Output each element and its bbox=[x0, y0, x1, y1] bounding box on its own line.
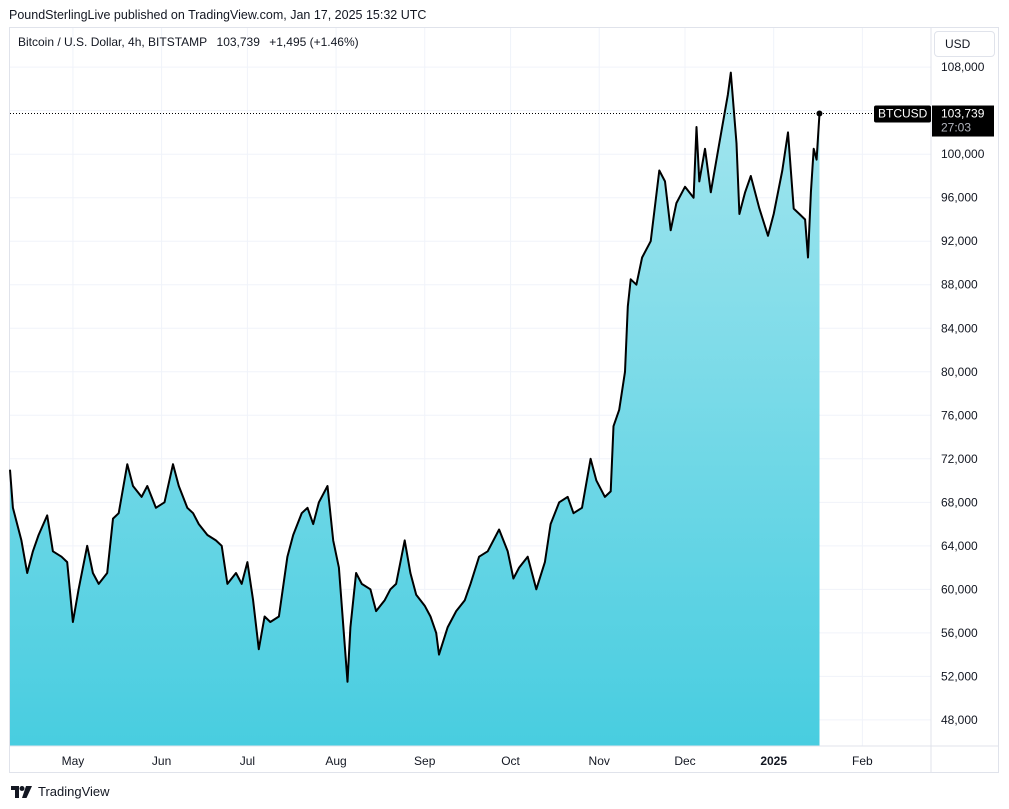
y-tick-label: 84,000 bbox=[941, 321, 978, 335]
x-tick-label: Jun bbox=[152, 754, 171, 768]
legend-symbol[interactable]: Bitcoin / U.S. Dollar, 4h, BITSTAMP bbox=[18, 35, 208, 49]
y-tick-label: 48,000 bbox=[941, 713, 978, 727]
y-tick-label: 96,000 bbox=[941, 191, 978, 205]
ticker-tag-label: BTCUSD bbox=[878, 107, 928, 121]
price-line bbox=[9, 71, 821, 683]
x-tick-label: Jul bbox=[240, 754, 255, 768]
price-tag-bg bbox=[932, 105, 994, 137]
publish-caption: PoundSterlingLive published on TradingVi… bbox=[9, 8, 427, 22]
price-tag-countdown: 27:03 bbox=[941, 121, 971, 135]
price-tag: BTCUSD 103,739 27:03 bbox=[874, 105, 994, 137]
x-tick-label: Aug bbox=[325, 754, 346, 768]
last-price-marker bbox=[816, 110, 823, 117]
y-tick-label: 80,000 bbox=[941, 365, 978, 379]
price-area-fill bbox=[10, 72, 820, 747]
legend-last-price: 103,739 bbox=[216, 35, 260, 49]
y-tick-label: 56,000 bbox=[941, 626, 978, 640]
x-tick-label: 2025 bbox=[760, 754, 787, 768]
chart-frame bbox=[9, 27, 999, 773]
y-axis: 48,000 52,000 56,000 60,000 64,000 68,000 72,0… bbox=[941, 60, 985, 727]
currency-button[interactable]: USD bbox=[934, 31, 995, 57]
ticker-tag-bg bbox=[874, 105, 931, 123]
tradingview-logo-icon bbox=[11, 785, 32, 798]
y-tick-label: 60,000 bbox=[941, 582, 978, 596]
y-tick-label: 100,000 bbox=[941, 147, 985, 161]
y-tick-label: 76,000 bbox=[941, 408, 978, 422]
x-tick-label: Nov bbox=[589, 754, 610, 768]
chart-legend: Bitcoin / U.S. Dollar, 4h, BITSTAMP 103,… bbox=[18, 35, 365, 49]
x-tick-label: Sep bbox=[414, 754, 436, 768]
x-axis: May Jun Jul Aug Sep Oct Nov Dec 2025 Feb bbox=[62, 754, 873, 768]
x-tick-label: Feb bbox=[852, 754, 873, 768]
price-tag-value: 103,739 bbox=[941, 107, 985, 121]
x-tick-label: Oct bbox=[501, 754, 520, 768]
y-tick-label: 92,000 bbox=[941, 234, 978, 248]
y-tick-label: 108,000 bbox=[941, 60, 985, 74]
tradingview-logo-text: TradingView bbox=[38, 784, 110, 799]
y-tick-label: 72,000 bbox=[941, 452, 978, 466]
y-tick-label: 68,000 bbox=[941, 495, 978, 509]
y-tick-label: 64,000 bbox=[941, 539, 978, 553]
x-tick-label: Dec bbox=[674, 754, 695, 768]
legend-change: +1,495 (+1.46%) bbox=[269, 35, 359, 49]
y-tick-label: 52,000 bbox=[941, 669, 978, 683]
tradingview-logo[interactable]: TradingView bbox=[11, 784, 110, 799]
y-tick-label: 88,000 bbox=[941, 278, 978, 292]
x-tick-label: May bbox=[62, 754, 85, 768]
